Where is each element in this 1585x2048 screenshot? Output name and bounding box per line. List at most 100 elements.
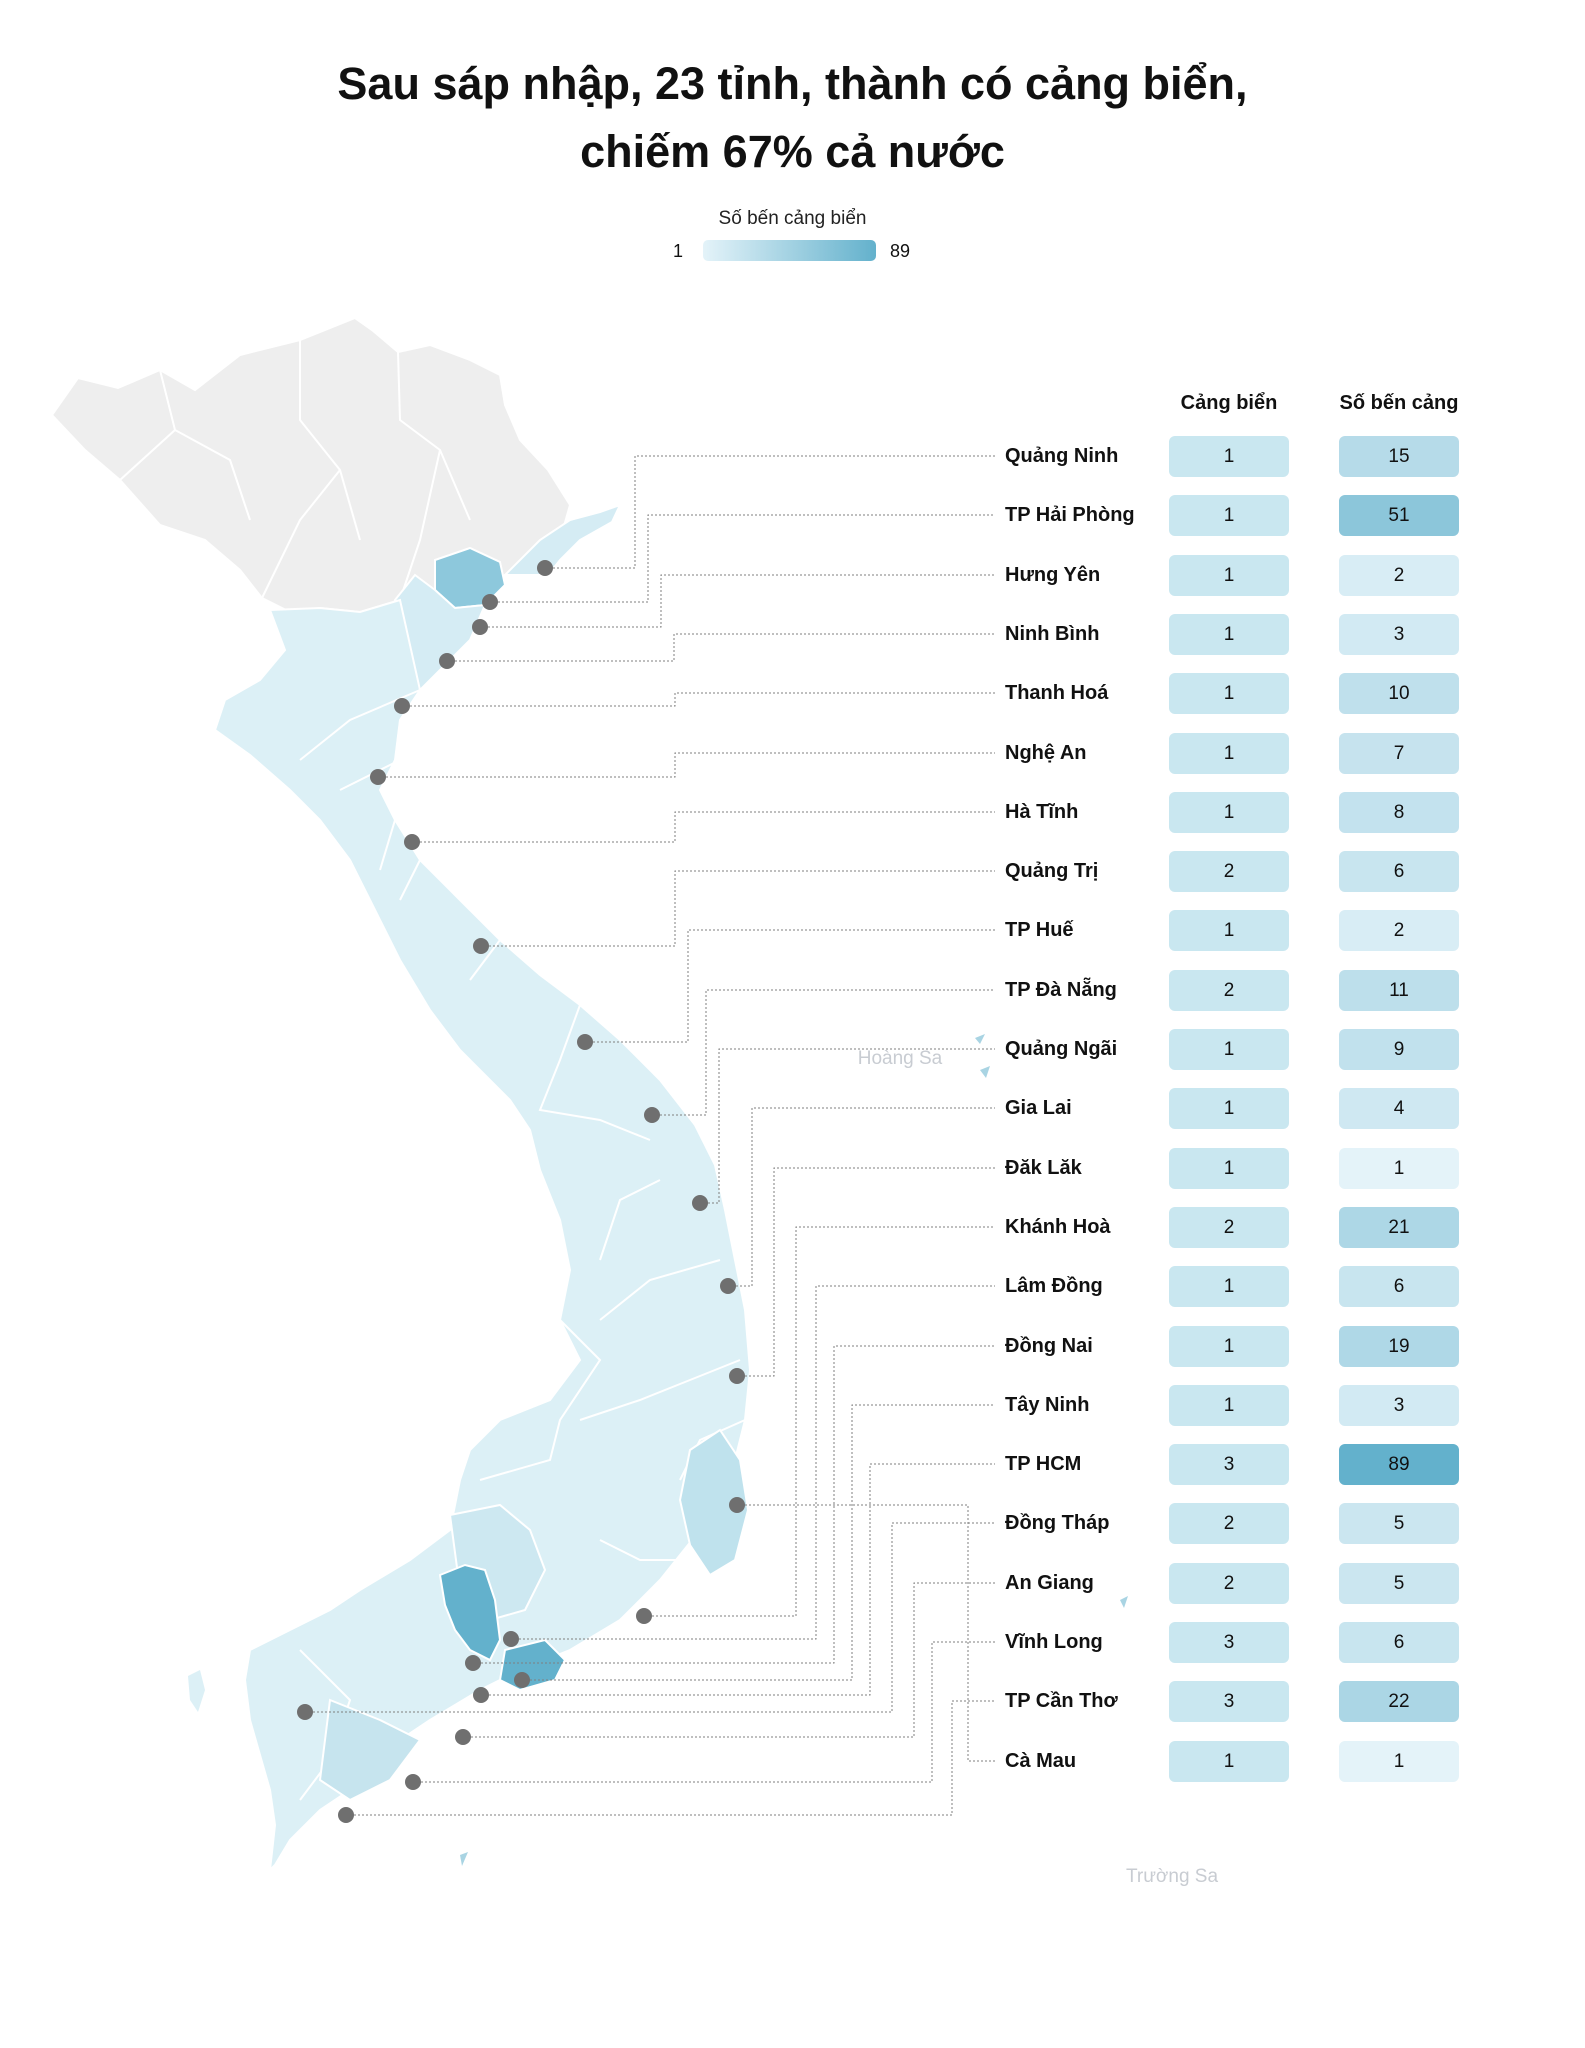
port-count-cell: 3: [1169, 1681, 1289, 1722]
port-count-cell: 1: [1169, 555, 1289, 596]
port-count-cell: 1: [1169, 436, 1289, 477]
port-count-cell: 1: [1169, 1385, 1289, 1426]
province-label: Quảng Ngãi: [1005, 1038, 1118, 1060]
khanh-hoa-shape: [678, 1428, 750, 1577]
phu-quoc-shape: [188, 1670, 205, 1712]
port-count-cell: 1: [1169, 1088, 1289, 1129]
leader-line: [447, 633, 995, 662]
province-label: Hà Tĩnh: [1005, 801, 1079, 823]
leader-line: [346, 1700, 995, 1816]
small-island-shape: [975, 1034, 985, 1044]
province-label: Ninh Bình: [1005, 623, 1100, 645]
leader-line: [737, 1504, 995, 1762]
legend-min: 1: [673, 241, 684, 261]
port-location-dot: [404, 834, 420, 850]
column-header-ports: Cảng biển: [1180, 392, 1278, 414]
port-location-dot: [473, 938, 489, 954]
leader-line: [585, 929, 995, 1043]
legend-color-bar: [703, 240, 876, 261]
port-location-dot: [439, 653, 455, 669]
tp-hcm-shape: [438, 1563, 502, 1662]
spratly-label: Trường Sa: [1126, 1866, 1218, 1887]
province-label: Đồng Nai: [1005, 1335, 1093, 1357]
province-label: An Giang: [1005, 1572, 1094, 1594]
port-count-cell: 1: [1169, 733, 1289, 774]
northern-region-shape: [50, 316, 572, 614]
port-location-dot: [338, 1807, 354, 1823]
leader-line: [473, 1345, 995, 1664]
port-count-cell: 1: [1169, 614, 1289, 655]
port-count-cell: 2: [1169, 1207, 1289, 1248]
province-label: Vĩnh Long: [1005, 1631, 1103, 1653]
port-location-dot: [297, 1704, 313, 1720]
port-location-dot: [503, 1631, 519, 1647]
berth-count-cell: 6: [1339, 1266, 1459, 1307]
port-count-cell: 2: [1169, 851, 1289, 892]
title-line-1: Sau sáp nhập, 23 tỉnh, thành có cảng biể…: [337, 58, 1248, 109]
leader-line: [490, 514, 995, 603]
port-location-dot: [729, 1497, 745, 1513]
leader-line: [413, 1641, 995, 1783]
province-label: Quảng Trị: [1005, 860, 1099, 882]
port-location-dot: [472, 619, 488, 635]
small-island-shape: [1120, 1596, 1128, 1608]
legend-max: 89: [890, 241, 911, 261]
port-location-dot: [370, 769, 386, 785]
port-location-dot: [482, 594, 498, 610]
leader-line: [480, 574, 995, 628]
berth-count-cell: 11: [1339, 970, 1459, 1011]
province-label: Hưng Yên: [1005, 564, 1101, 586]
port-count-cell: 3: [1169, 1622, 1289, 1663]
berth-count-cell: 8: [1339, 792, 1459, 833]
province-label: TP Cần Thơ: [1005, 1690, 1118, 1712]
berth-count-cell: 4: [1339, 1088, 1459, 1129]
port-location-dot: [465, 1655, 481, 1671]
can-tho-shape: [318, 1698, 422, 1802]
leader-line: [511, 1285, 995, 1640]
port-location-dot: [455, 1729, 471, 1745]
province-label: TP Đà Nẵng: [1005, 979, 1117, 1001]
port-count-cell: 1: [1169, 910, 1289, 951]
port-count-cell: 1: [1169, 1326, 1289, 1367]
port-count-cell: 1: [1169, 1029, 1289, 1070]
port-location-dot: [644, 1107, 660, 1123]
berth-count-cell: 2: [1339, 910, 1459, 951]
column-header-berths: Số bến cảng: [1339, 392, 1459, 414]
berth-count-cell: 7: [1339, 733, 1459, 774]
port-location-dot: [473, 1687, 489, 1703]
province-label: Lâm Đồng: [1005, 1275, 1103, 1297]
province-borders: [299, 689, 746, 1801]
berth-count-cell: 15: [1339, 436, 1459, 477]
port-location-dot: [729, 1368, 745, 1384]
port-count-cell: 1: [1169, 792, 1289, 833]
leader-line: [522, 1404, 995, 1681]
province-label: Nghệ An: [1005, 742, 1087, 764]
berth-count-cell: 6: [1339, 1622, 1459, 1663]
berth-count-cell: 2: [1339, 555, 1459, 596]
port-count-cell: 2: [1169, 1563, 1289, 1604]
small-island-shape: [980, 1066, 990, 1078]
port-count-cell: 3: [1169, 1444, 1289, 1485]
leader-line: [652, 989, 995, 1116]
port-count-cell: 1: [1169, 1148, 1289, 1189]
leader-line: [700, 1048, 995, 1204]
port-location-dot: [720, 1278, 736, 1294]
leader-line: [728, 1107, 995, 1287]
port-count-cell: 1: [1169, 1266, 1289, 1307]
leader-line: [412, 811, 995, 843]
province-label: TP Huế: [1005, 919, 1074, 941]
province-label: Gia Lai: [1005, 1097, 1072, 1119]
paracel-label: Hoàng Sa: [858, 1048, 943, 1069]
province-label: Đăk Lăk: [1005, 1157, 1082, 1179]
berth-count-cell: 89: [1339, 1444, 1459, 1485]
port-location-dot: [692, 1195, 708, 1211]
leader-line: [481, 870, 995, 947]
berth-count-cell: 6: [1339, 851, 1459, 892]
port-location-dot: [394, 698, 410, 714]
berth-count-cell: 9: [1339, 1029, 1459, 1070]
province-label: Cà Mau: [1005, 1750, 1077, 1772]
leader-line: [737, 1167, 995, 1377]
province-label: Quảng Ninh: [1005, 445, 1119, 467]
berth-count-cell: 19: [1339, 1326, 1459, 1367]
